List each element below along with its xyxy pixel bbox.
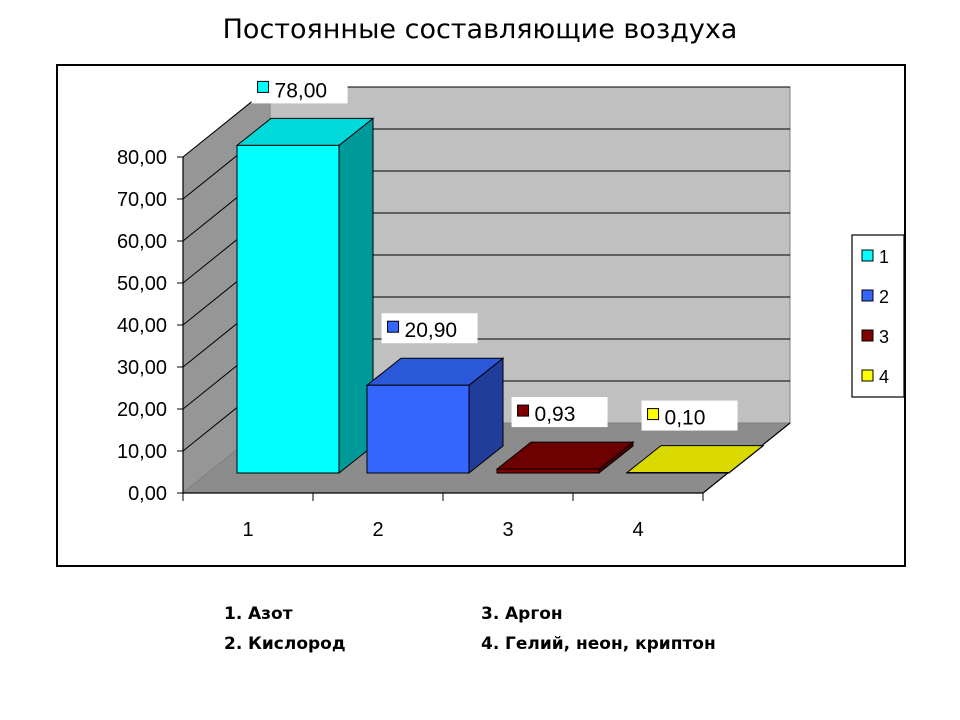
legend-swatch-4: [861, 369, 874, 382]
bars: [235, 117, 765, 475]
data-label-2: 20,90: [381, 313, 478, 344]
caption-4-number: 4.: [481, 634, 500, 654]
caption-4-text: Гелий, неон, криптон: [505, 634, 716, 654]
legend-swatch-1: [861, 249, 874, 262]
x-tick-label: 2: [372, 519, 383, 541]
data-label-text: 78,00: [275, 79, 328, 102]
data-label-text: 0,93: [535, 403, 576, 426]
y-tick-label: 40,00: [117, 315, 167, 337]
data-label-1: 78,00: [251, 73, 348, 104]
bar-3: [495, 441, 635, 475]
slide-title: Постоянные составляющие воздуха: [222, 14, 738, 45]
y-tick-label: 80,00: [117, 147, 167, 169]
data-label-key: [387, 320, 400, 333]
legend-swatch-2: [861, 289, 874, 302]
bar-2: [365, 357, 505, 475]
legend-swatch-3: [861, 329, 874, 342]
caption-4: 4. Гелий, неон, криптон: [481, 634, 716, 654]
bar-front: [236, 144, 340, 474]
y-tick-label: 50,00: [117, 273, 167, 295]
data-label-3: 0,93: [511, 397, 608, 428]
caption-1-number: 1.: [224, 604, 243, 624]
x-tick-label: 3: [502, 519, 513, 541]
y-tick-label: 0,00: [128, 483, 167, 505]
y-tick-label: 30,00: [117, 357, 167, 379]
legend-label-2: 2: [879, 287, 889, 307]
caption-2-number: 2.: [224, 634, 243, 654]
y-tick-label: 70,00: [117, 189, 167, 211]
legend-box: [851, 234, 905, 398]
caption-1: 1. Азот: [224, 604, 293, 624]
caption-2-text: Кислород: [248, 634, 346, 654]
data-label-key: [517, 404, 530, 417]
legend-label-4: 4: [879, 367, 889, 387]
data-label-key: [257, 80, 270, 93]
caption-3-number: 3.: [481, 604, 500, 624]
caption-2: 2. Кислород: [224, 634, 346, 654]
y-tick-label: 20,00: [117, 399, 167, 421]
x-tick-label: 4: [632, 519, 643, 541]
data-label-text: 20,90: [405, 319, 458, 342]
bar-front: [366, 384, 470, 474]
y-tick-label: 60,00: [117, 231, 167, 253]
x-tick-label: 1: [242, 519, 253, 541]
data-label-key: [647, 408, 660, 421]
chart-axes: 0,00 10,00 20,00 30,00 40,00 50,00 60,00 70,00 8…: [117, 147, 791, 541]
bar-4: [625, 444, 765, 475]
caption-1-text: Азот: [248, 604, 293, 624]
legend-label-1: 1: [879, 247, 889, 267]
y-tick-label: 10,00: [117, 441, 167, 463]
caption-3-text: Аргон: [505, 604, 563, 624]
bar-1: [235, 117, 375, 475]
data-labels: 78,00 20,90 0,93 0,10: [251, 73, 738, 431]
caption-3: 3. Аргон: [481, 604, 563, 624]
data-label-text: 0,10: [665, 407, 706, 430]
bar-front: [496, 468, 600, 474]
data-label-4: 0,10: [641, 400, 738, 431]
legend-label-3: 3: [879, 327, 889, 347]
legend: 1 2 3 4: [851, 234, 905, 398]
